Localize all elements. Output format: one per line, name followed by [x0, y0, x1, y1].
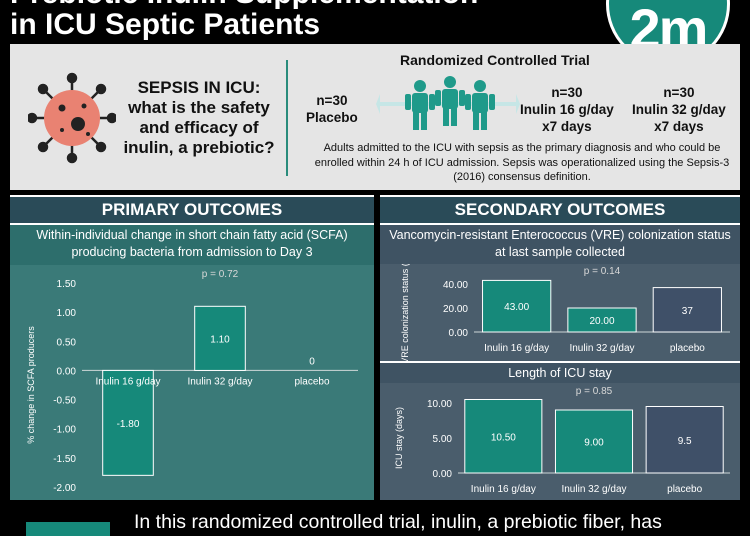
y-tick-label: 20.00 — [443, 304, 468, 315]
arm-inulin-32-dose: x7 days — [654, 119, 704, 134]
bar-data-label: 0 — [309, 356, 315, 367]
primary-chart: 1.50 1.00 0.50 0.00 -0.50 -1.00 -1.50 -2.00 % ch… — [26, 269, 358, 494]
y-tick-label: -0.50 — [53, 396, 76, 407]
y-tick-label: -2.00 — [53, 483, 76, 494]
header: Prebiotic Inulin Supplementation in ICU … — [0, 0, 750, 66]
x-category-label: Inulin 16 g/day — [471, 484, 536, 495]
bar-data-label: 9.5 — [678, 436, 692, 447]
arm-inulin-16-label: Inulin 16 g/day — [520, 102, 614, 117]
y-tick-label: 0.00 — [433, 469, 453, 480]
y-axis-label: % change in SCFA producers — [26, 326, 36, 444]
los-chart-area: 10.00 5.00 0.00 ICU stay (days) p = 0.85 10.5… — [380, 383, 740, 500]
virus-icon — [28, 72, 116, 164]
x-category-label: Inulin 32 g/day — [561, 484, 626, 495]
arm-placebo: n=30 Placebo — [306, 92, 358, 126]
y-tick-label: 0.50 — [57, 337, 77, 348]
los-header: Length of ICU stay — [380, 361, 740, 383]
arm-inulin-16-dose: x7 days — [542, 119, 592, 134]
x-category-label: placebo — [667, 484, 702, 495]
y-tick-label: 1.50 — [57, 279, 77, 290]
population-description: Adults admitted to the ICU with sepsis a… — [314, 142, 730, 183]
bar-inulin-32-g-day — [554, 409, 634, 474]
y-tick-label: 0.00 — [449, 328, 469, 339]
p-value-label: p = 0.85 — [576, 386, 613, 397]
primary-subtitle: Within-individual change in short chain … — [36, 228, 348, 259]
x-category-label: placebo — [294, 376, 329, 387]
x-category-label: Inulin 32 g/day — [187, 376, 252, 387]
study-question: SEPSIS IN ICU: what is the safety and ef… — [123, 78, 275, 157]
bar-inulin-16-g-day — [464, 399, 543, 474]
arm-placebo-label: Placebo — [306, 110, 358, 125]
arm-placebo-n: n=30 — [316, 93, 348, 108]
y-axis-label: VRE colonization status (%) — [400, 264, 410, 361]
bar-placebo — [645, 406, 724, 474]
title-line-2: in ICU Septic Patients — [10, 8, 321, 41]
arm-inulin-16: n=30 Inulin 16 g/day x7 days — [520, 84, 614, 135]
y-tick-label: 40.00 — [443, 280, 468, 291]
bar-inulin-32-g-day — [567, 307, 637, 333]
p-value-label: p = 0.72 — [202, 269, 239, 280]
y-tick-label: 5.00 — [433, 434, 453, 445]
arm-inulin-32-label: Inulin 32 g/day — [632, 102, 726, 117]
primary-outcomes-panel: Within-individual change in short chain … — [10, 225, 374, 500]
bar-inulin-16-g-day — [102, 369, 154, 476]
primary-chart-area: 1.50 1.00 0.50 0.00 -0.50 -1.00 -1.50 -2.00 % ch… — [10, 265, 374, 500]
intro-panel: SEPSIS IN ICU: what is the safety and ef… — [10, 44, 740, 190]
bar-inulin-16-g-day — [482, 279, 552, 333]
bar-data-label: 1.10 — [210, 334, 230, 345]
y-tick-label: -1.00 — [53, 425, 76, 436]
y-axis-label: ICU stay (days) — [394, 407, 404, 469]
secondary-outcomes-header: SECONDARY OUTCOMES — [380, 195, 740, 225]
divider — [286, 60, 288, 176]
title-line-1: Prebiotic Inulin Supplementation — [10, 0, 478, 9]
arm-inulin-16-n: n=30 — [551, 85, 583, 100]
x-category-label: Inulin 16 g/day — [484, 343, 549, 354]
primary-outcomes-header: PRIMARY OUTCOMES — [10, 195, 374, 225]
p-value-label: p = 0.14 — [584, 266, 621, 277]
bar-data-label: -1.80 — [117, 419, 140, 430]
arm-inulin-32-n: n=30 — [663, 85, 695, 100]
secondary-subtitle: Vancomycin-resistant Enterococcus (VRE) … — [389, 228, 731, 259]
y-tick-label: -1.50 — [53, 454, 76, 465]
y-tick-label: 10.00 — [427, 399, 452, 410]
secondary-outcomes-panel: Vancomycin-resistant Enterococcus (VRE) … — [380, 225, 740, 500]
randomization-people-icon — [376, 76, 520, 130]
bar-data-label: 20.00 — [589, 316, 614, 327]
bar-data-label: 9.00 — [584, 438, 604, 449]
footer-text: In this randomized controlled trial, inu… — [134, 511, 662, 533]
bar-inulin-32-g-day — [194, 305, 246, 371]
footer: In this randomized controlled trial, inu… — [0, 500, 750, 536]
x-category-label: Inulin 32 g/day — [569, 343, 634, 354]
y-tick-label: 1.00 — [57, 308, 77, 319]
vre-chart-area: 40.00 20.00 0.00 VRE colonization status (%… — [380, 252, 740, 364]
rct-title: Randomized Controlled Trial — [400, 52, 590, 68]
los-chart: 10.00 5.00 0.00 ICU stay (days) p = 0.85 10.5… — [394, 386, 730, 495]
y-tick-label: 0.00 — [57, 366, 77, 377]
bar-data-label: 43.00 — [504, 302, 529, 313]
footer-accent — [26, 522, 110, 536]
vre-chart: 40.00 20.00 0.00 VRE colonization status (%… — [400, 252, 730, 364]
bar-data-label: 37 — [682, 306, 694, 317]
bar-placebo — [652, 287, 722, 333]
x-category-label: Inulin 16 g/day — [95, 376, 160, 387]
bar-data-label: 10.50 — [491, 432, 516, 443]
x-category-label: placebo — [670, 343, 705, 354]
arm-inulin-32: n=30 Inulin 32 g/day x7 days — [632, 84, 726, 135]
